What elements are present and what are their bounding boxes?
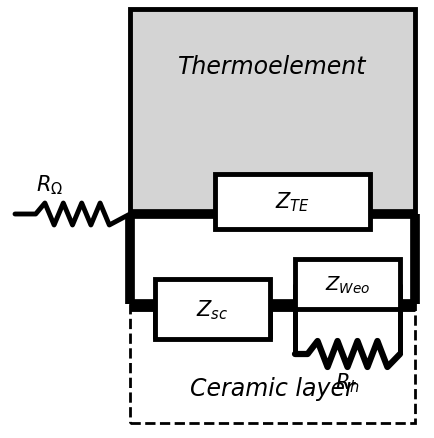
Text: $R_{\Omega}$: $R_{\Omega}$ — [36, 173, 63, 196]
Text: Ceramic layer: Ceramic layer — [190, 376, 355, 400]
Text: $Z_{TE}$: $Z_{TE}$ — [275, 190, 310, 214]
Text: $R_h$: $R_h$ — [335, 371, 360, 394]
Bar — [130, 10, 415, 215]
Text: $Z_{sc}$: $Z_{sc}$ — [197, 297, 229, 321]
Text: Thermoelement: Thermoelement — [178, 55, 367, 79]
Bar — [130, 215, 415, 423]
Bar — [215, 175, 370, 230]
Bar — [295, 259, 400, 309]
Text: $Z_{Weo}$: $Z_{Weo}$ — [325, 274, 370, 295]
Bar — [155, 279, 270, 339]
